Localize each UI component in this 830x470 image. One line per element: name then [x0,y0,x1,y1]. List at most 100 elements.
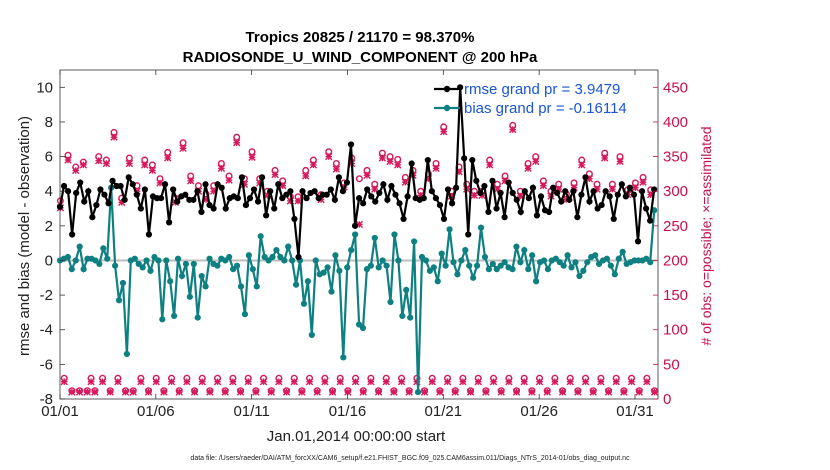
rmse-point [56,203,64,210]
rmse-point [465,231,472,238]
obs-assimilated-point [267,388,275,396]
rmse-point [618,181,625,188]
rmse-point [453,184,460,191]
obs-assimilated-point [524,164,532,173]
rmse-point [376,189,383,197]
obs-assimilated-point [275,377,283,386]
bias-point [489,260,496,268]
y2-tick-label: 250 [663,218,688,235]
rmse-point [64,188,72,195]
rmse-point [161,181,169,188]
rmse-point [279,195,286,202]
rmse-point [521,188,528,195]
x-tick-label: 01/06 [137,403,175,420]
rmse-point [271,205,278,212]
obs-assimilated-point [72,166,80,175]
bias-point [147,267,154,274]
rmse-point [141,186,148,193]
rmse-point [420,195,427,202]
bias-point [407,314,414,321]
obs-assimilated-point [601,154,609,162]
rmse-point [578,191,585,198]
obs-assimilated-point [91,388,99,396]
bias-point [450,259,457,266]
bias-point [367,262,374,269]
bias-point [462,246,469,254]
rmse-point [93,201,100,209]
y-tick-label: -2 [40,287,53,304]
obs-assimilated-point [581,377,590,386]
obs-assimilated-point [436,388,444,396]
bias-point [481,253,489,261]
rmse-point [343,179,351,186]
obs-assimilated-point [144,388,153,396]
rmse-point [77,179,84,186]
obs-assimilated-point [627,377,636,386]
bias-point [324,264,331,271]
rmse-point [73,189,80,197]
bias-point [509,266,516,273]
obs-assimilated-point [141,161,149,169]
y2-tick-label: 200 [663,252,688,269]
bias-point [292,281,300,288]
bias-point [466,262,473,269]
bias-point [253,283,260,290]
rmse-point [69,231,76,238]
obs-assimilated-point [125,159,134,168]
obs-assimilated-point [574,388,582,396]
y2-tick-label: 450 [663,79,688,96]
y-tick-label: 4 [45,183,53,200]
rmse-point [489,177,496,184]
rmse-point [651,186,658,193]
obs-assimilated-point [440,127,448,136]
obs-assimilated-point [620,388,628,396]
rmse-point [634,238,642,245]
rmse-point [275,181,282,188]
obs-assimilated-point [236,388,245,396]
rmse-point [505,179,512,186]
obs-assimilated-point [635,388,643,396]
obs-assimilated-point [102,159,111,168]
rmse-point [647,217,654,224]
rmse-point [558,198,565,205]
rmse-point [372,198,379,205]
obs-assimilated-point [206,388,214,396]
y-tick-label: 6 [45,149,53,166]
obs-assimilated-point [221,388,229,396]
bias-point [143,257,150,264]
y-tick-label: 8 [45,114,53,131]
obs-assimilated-point [351,377,360,386]
bias-point [233,262,241,269]
obs-assimilated-point [482,388,490,396]
rmse-point [626,184,634,191]
rmse-point [396,200,403,207]
obs-possible-point [355,175,363,183]
bias-point [414,388,422,396]
y-axis-label: rmse and bias (model - observation) [16,116,33,356]
bias-point [304,278,311,285]
bias-point [214,262,221,269]
bias-point [336,267,343,274]
bias-point [395,257,402,264]
rmse-point [303,195,310,202]
bias-point [300,300,308,307]
obs-assimilated-point [474,377,482,386]
obs-assimilated-point [367,377,375,386]
obs-assimilated-point [167,377,176,386]
bias-point [572,259,579,266]
bias-point [430,264,437,271]
rmse-point [392,191,399,198]
obs-assimilated-point [282,388,291,396]
bias-point [517,259,524,266]
bias-point [155,257,162,264]
x-axis: 01/01 01/06 01/11 01/16 01/21 01/26 01/31 [41,70,654,420]
obs-assimilated-point [459,377,467,386]
obs-assimilated-point [489,377,498,386]
bias-point [198,272,205,280]
bias-point [584,259,591,266]
y2-tick-label: 150 [663,287,688,304]
rmse-point [513,196,520,203]
rmse-point [81,198,88,205]
bias-point [80,266,87,273]
obs-assimilated-point [401,178,410,186]
